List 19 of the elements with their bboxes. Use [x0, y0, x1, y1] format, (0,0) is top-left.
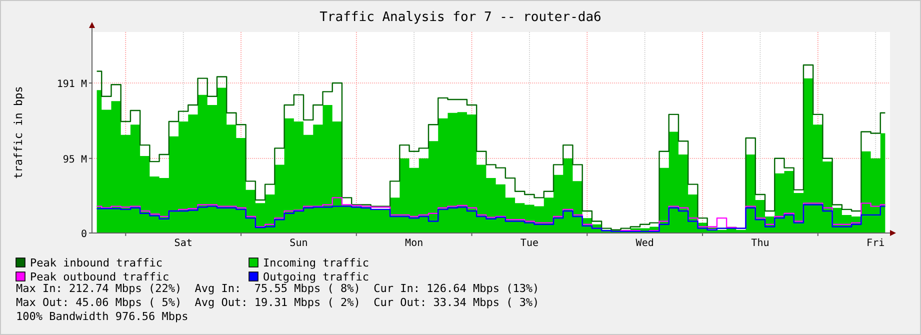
- x-tick-label: Tue: [520, 238, 538, 249]
- x-tick-label: Mon: [405, 238, 424, 249]
- legend-label: Peak outbound traffic: [30, 270, 170, 284]
- x-tick-label: Sat: [174, 238, 192, 249]
- x-tick-label: Sun: [290, 238, 308, 249]
- chart-title: Traffic Analysis for 7 -- router-da6: [320, 10, 602, 25]
- y-tick-label: 191 M: [56, 79, 87, 90]
- legend-label: Incoming traffic: [263, 256, 369, 270]
- legend-label: Peak inbound traffic: [30, 256, 162, 270]
- y-tick-label: 95 M: [62, 154, 87, 166]
- legend-label: Outgoing traffic: [263, 270, 369, 284]
- text: Max Out: 45.06 Mbps ( 5%) Avg Out: 19.31 Mbps ( 2%) Cur Out: 33.34 Mbps ( 3%): [16, 296, 540, 309]
- x-tick-label: Fri: [866, 238, 885, 249]
- x-tick-label: Wed: [636, 238, 654, 249]
- text: 100% Bandwidth 976.56 Mbps: [16, 310, 188, 323]
- x-tick-label: Thu: [751, 238, 770, 249]
- y-axis-title: traffic in bps: [12, 86, 25, 179]
- text: Max In: 212.74 Mbps (22%) Avg In: 75.55 Mbps ( 8%) Cur In: 126.64 Mbps (13%): [16, 282, 540, 295]
- y-tick-label: 0: [80, 229, 87, 240]
